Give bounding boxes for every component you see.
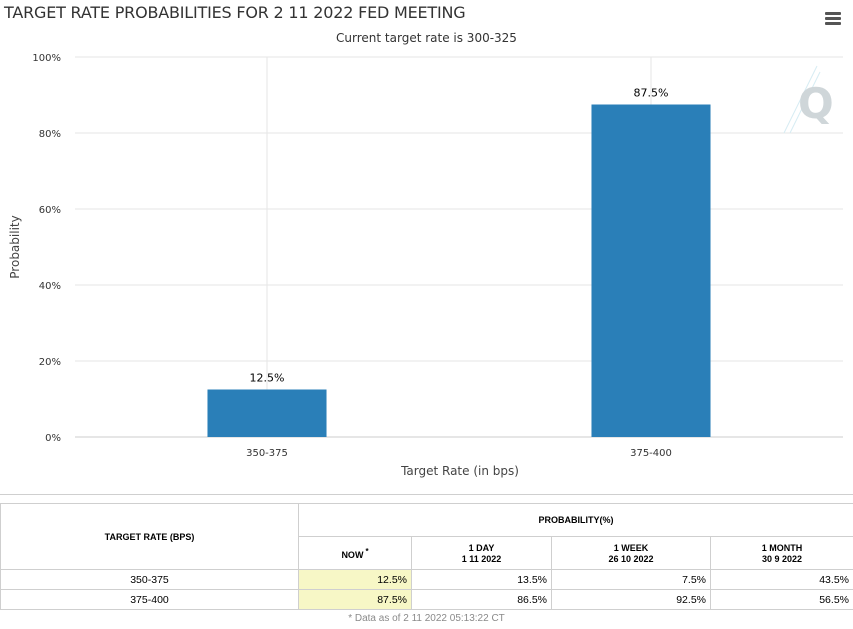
column-header-date: 1 11 2022 — [461, 553, 502, 564]
one-week-value-cell: 7.5% — [551, 569, 711, 590]
column-header-now: NOW * — [298, 536, 412, 570]
rate-cell: 375-400 — [0, 589, 299, 610]
bar-350-375[interactable] — [207, 389, 327, 438]
column-header-1-day: 1 DAY 1 11 2022 — [411, 536, 552, 570]
column-header-1-week: 1 WEEK 26 10 2022 — [551, 536, 711, 570]
y-tick-label: 40% — [39, 281, 61, 292]
menu-bar — [825, 12, 841, 15]
probability-header: PROBABILITY(%) — [298, 503, 853, 537]
chart-title: TARGET RATE PROBABILITIES FOR 2 11 2022 … — [4, 3, 466, 22]
table-row: 375-400 87.5% 86.5% 92.5% 56.5% — [0, 589, 853, 610]
hamburger-menu-icon[interactable] — [823, 10, 843, 28]
column-header-date: 26 10 2022 — [608, 553, 654, 564]
menu-bar — [825, 17, 841, 20]
x-axis-title: Target Rate (in bps) — [400, 464, 519, 478]
y-axis-title: Probability — [8, 215, 22, 278]
target-rate-header: TARGET RATE (BPS) — [0, 503, 299, 570]
bar-value-label: 87.5% — [634, 87, 669, 100]
one-month-value-cell: 56.5% — [710, 589, 853, 610]
one-day-value-cell: 86.5% — [411, 589, 552, 610]
column-header-label: NOW — [341, 549, 364, 560]
now-value-cell: 87.5% — [298, 589, 412, 610]
probability-table: TARGET RATE (BPS) PROBABILITY(%) NOW * 1 … — [0, 503, 853, 610]
y-tick-label: 80% — [39, 129, 61, 140]
svg-text:Q: Q — [798, 79, 834, 128]
one-week-value-cell: 92.5% — [551, 589, 711, 610]
y-tick-label: 60% — [39, 205, 61, 216]
section-divider — [0, 494, 853, 495]
y-tick-label: 0% — [45, 433, 61, 444]
bar-chart: Q 0% 20% 40% 60% 80% 100% 12.5% 350-375 87.5% 375… — [8, 53, 843, 478]
bar-value-label: 12.5% — [250, 372, 285, 385]
now-value-cell: 12.5% — [298, 569, 412, 590]
footnote-marker: * — [365, 546, 369, 556]
chart-subtitle: Current target rate is 300-325 — [336, 31, 517, 45]
column-header-label: 1 MONTH — [761, 542, 803, 553]
bar-375-400[interactable] — [591, 104, 711, 438]
data-timestamp-footnote: * Data as of 2 11 2022 05:13:22 CT — [348, 613, 505, 624]
column-header-label: 1 DAY — [468, 542, 495, 553]
table-row: 350-375 12.5% 13.5% 7.5% 43.5% — [0, 569, 853, 590]
x-tick-label: 375-400 — [630, 448, 672, 459]
quikstrike-logo-watermark: Q — [783, 65, 834, 134]
y-tick-label: 100% — [32, 53, 61, 64]
one-month-value-cell: 43.5% — [710, 569, 853, 590]
column-header-1-month: 1 MONTH 30 9 2022 — [710, 536, 853, 570]
column-header-label: 1 WEEK — [613, 542, 649, 553]
menu-bar — [825, 22, 841, 25]
y-tick-label: 20% — [39, 357, 61, 368]
x-tick-label: 350-375 — [246, 448, 288, 459]
rate-cell: 350-375 — [0, 569, 299, 590]
column-header-date: 30 9 2022 — [761, 553, 803, 564]
one-day-value-cell: 13.5% — [411, 569, 552, 590]
